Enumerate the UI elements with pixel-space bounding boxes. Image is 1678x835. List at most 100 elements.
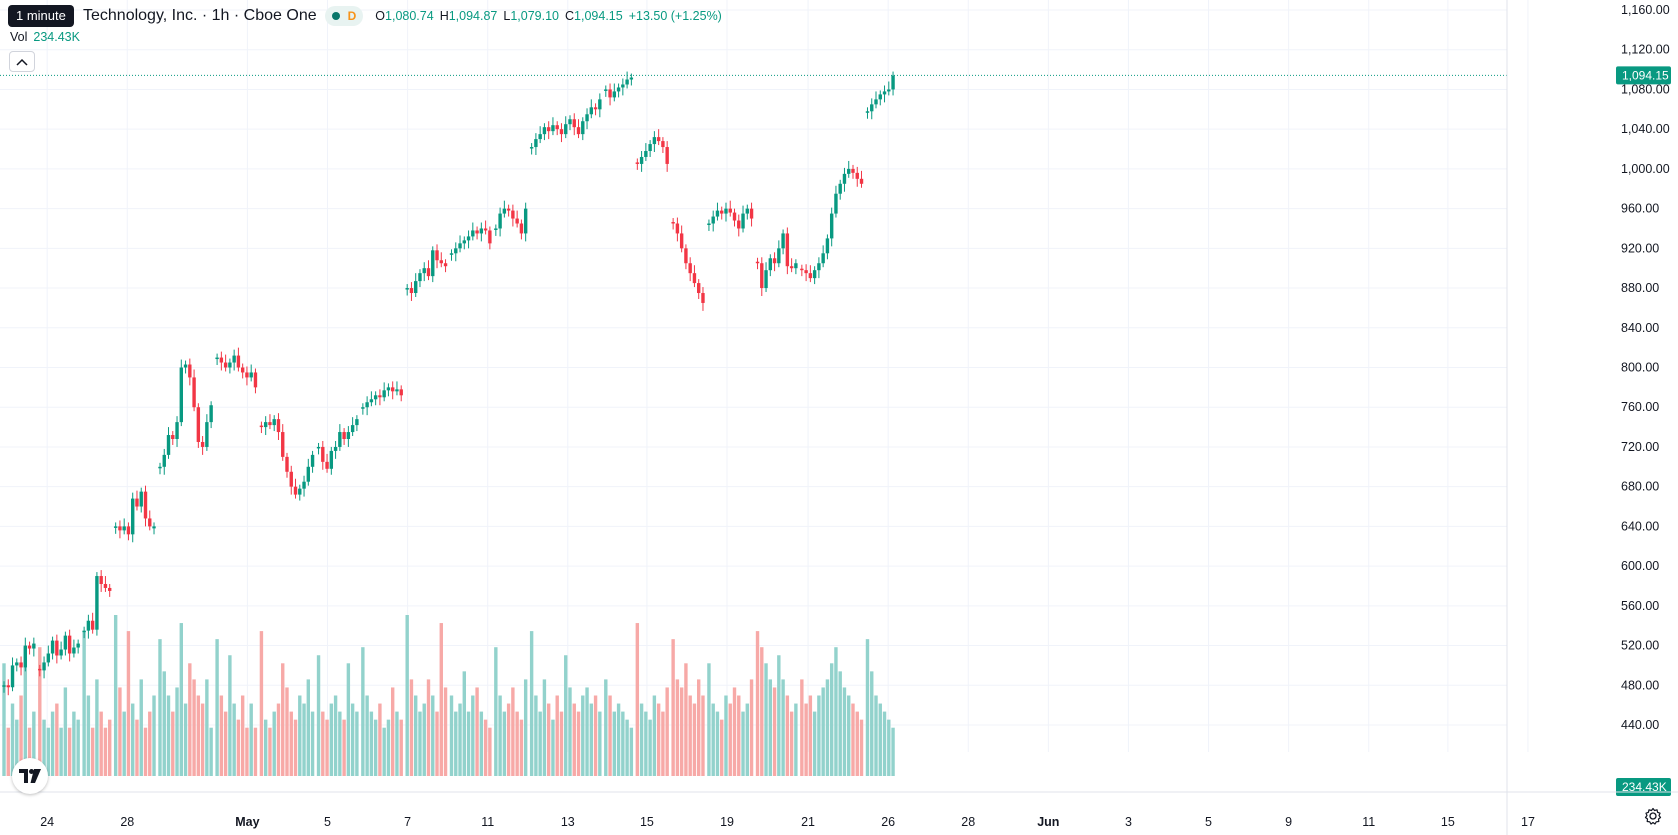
price-axis-label: 800.00 (1621, 361, 1659, 375)
candle-body (593, 107, 598, 110)
candle-body (143, 491, 148, 519)
volume-bar (576, 711, 581, 776)
volume-bar (581, 695, 585, 776)
close-key: C (565, 9, 575, 23)
volume-bar (821, 687, 825, 776)
candle-body (253, 372, 258, 388)
candle-body (585, 114, 589, 122)
candle-body (325, 461, 329, 469)
open-value: 1,080.74 (385, 9, 434, 23)
candle-body (458, 243, 462, 249)
volume-bar (598, 711, 602, 776)
candle-body (175, 422, 179, 439)
candle-body (825, 238, 830, 254)
low-value: 1,079.10 (510, 9, 560, 23)
ohlc-values: O1,080.74 H1,094.87 L1,079.10 C1,094.15 … (375, 9, 722, 23)
candle-body (205, 422, 209, 447)
price-axis-label: 840.00 (1621, 321, 1659, 335)
candle-body (781, 233, 785, 249)
collapse-legend-button[interactable] (9, 51, 35, 72)
volume-bar (692, 703, 697, 776)
candle-body (306, 466, 311, 482)
volume-bar (253, 727, 258, 776)
price-axis-label: 1,160.00 (1621, 3, 1670, 17)
candle-body (418, 273, 422, 282)
volume-bar (887, 719, 891, 776)
volume-bar (148, 711, 152, 776)
candle-body (395, 389, 399, 392)
candle-body (118, 526, 122, 531)
volume-bar (386, 719, 391, 776)
candle-body (612, 91, 617, 98)
candle-body (777, 248, 781, 264)
candle-body (483, 228, 488, 231)
candle-body (126, 526, 131, 535)
volume-bar (745, 703, 749, 776)
tradingview-logo[interactable] (12, 758, 48, 794)
volume-bar (644, 711, 648, 776)
candle-body (502, 208, 507, 214)
market-open-dot (331, 12, 340, 20)
volume-bar (316, 655, 321, 776)
candle-body (285, 456, 289, 472)
candle-body (498, 213, 502, 229)
volume-bar (302, 703, 306, 776)
candle-body (755, 261, 760, 264)
volume-bar (435, 711, 439, 776)
candle-body (542, 127, 547, 135)
candle-body (789, 266, 794, 269)
volume-bar (245, 727, 249, 776)
market-status[interactable]: D (324, 6, 364, 26)
candle-body (192, 377, 196, 408)
volume-bar (768, 679, 773, 776)
candle-body (772, 258, 777, 264)
candle-body (188, 364, 192, 378)
volume-bar (870, 671, 874, 776)
candle-body (538, 134, 542, 140)
volume-bar (891, 727, 895, 776)
volume-bar (103, 727, 108, 776)
volume-bar (855, 711, 859, 776)
symbol-legend[interactable]: Technology, Inc. · 1h · Cboe One D O1,08… (8, 5, 722, 27)
candle-body (200, 441, 205, 447)
volume-bar (90, 727, 95, 776)
volume-bar (325, 719, 329, 776)
volume-bar (162, 671, 166, 776)
candle-body (310, 454, 315, 467)
candle-body (692, 273, 697, 284)
candle-body (10, 665, 15, 688)
volume-bar (431, 695, 435, 776)
gear-icon[interactable] (1644, 807, 1662, 825)
volume-bar (298, 695, 302, 776)
candle-body (804, 270, 808, 274)
volume-bar (555, 695, 559, 776)
candle-body (847, 168, 851, 174)
volume-bar (232, 703, 236, 776)
volume-bar (825, 679, 830, 776)
time-axis-label: 15 (1441, 815, 1455, 829)
candle-body (329, 450, 334, 469)
candle-body (67, 635, 72, 654)
candle-body (737, 220, 741, 229)
volume-legend[interactable]: Vol 234.43K (10, 30, 80, 44)
candle-body (768, 258, 773, 271)
volume-bar (236, 719, 241, 776)
open-key: O (375, 9, 386, 23)
candle-body (794, 263, 798, 269)
candle-body (724, 208, 728, 214)
volume-bar (263, 719, 268, 776)
volume-bar (688, 695, 692, 776)
volume-bar (135, 719, 139, 776)
candle-body (439, 260, 443, 264)
volume-bar (365, 695, 369, 776)
candle-body (851, 168, 855, 173)
symbol-title[interactable]: Technology, Inc. · 1h · Cboe One (83, 7, 317, 24)
candle-body (422, 268, 426, 274)
change-value: +13.50 (+1.25%) (628, 9, 722, 23)
time-axis-label: 11 (481, 815, 494, 829)
volume-bar (534, 695, 538, 776)
candle-body (386, 387, 391, 391)
volume-bar (107, 719, 112, 776)
candle-body (82, 630, 86, 633)
